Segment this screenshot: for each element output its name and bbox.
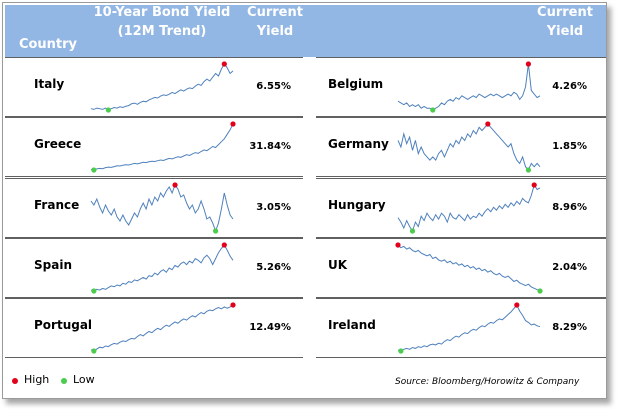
high-point bbox=[395, 242, 401, 248]
low-point bbox=[91, 167, 97, 173]
current-yield: 6.55% bbox=[256, 81, 291, 92]
sparkline-italy bbox=[90, 61, 234, 113]
sparkline-portugal bbox=[90, 302, 236, 354]
country-name: Germany bbox=[328, 137, 389, 151]
current-yield: 8.29% bbox=[552, 322, 587, 333]
high-point bbox=[230, 121, 236, 127]
country-name: Portugal bbox=[34, 318, 93, 332]
low-point bbox=[525, 167, 532, 173]
high-point bbox=[172, 182, 178, 188]
header-yield-right-line2: Yield bbox=[546, 24, 584, 39]
sparkline-series bbox=[397, 183, 541, 233]
low-marker-icon bbox=[61, 378, 67, 384]
sparkline-series bbox=[397, 63, 541, 111]
country-name: Greece bbox=[34, 137, 82, 151]
sparkline-hungary bbox=[397, 182, 541, 234]
row-ireland bbox=[316, 298, 606, 358]
high-point bbox=[221, 61, 227, 67]
low-point bbox=[213, 228, 219, 234]
row-italy bbox=[5, 57, 303, 117]
sparkline-series bbox=[90, 63, 234, 111]
sparkline-ireland bbox=[397, 302, 541, 354]
sparkline-series bbox=[397, 304, 541, 352]
current-yield: 8.96% bbox=[552, 202, 587, 213]
sparkline-germany bbox=[397, 121, 541, 173]
row-portugal bbox=[5, 298, 303, 358]
current-yield: 5.26% bbox=[256, 262, 291, 273]
header-trend-line1: 10-Year Bond Yield bbox=[93, 5, 231, 20]
legend-high-label: High bbox=[24, 373, 50, 386]
low-point bbox=[398, 348, 404, 354]
current-yield: 2.04% bbox=[552, 262, 587, 273]
header-country: Country bbox=[5, 18, 91, 54]
row-uk bbox=[316, 238, 606, 298]
legend-low-label: Low bbox=[73, 373, 95, 386]
header-trend: 10-Year Bond Yield (12M Trend) bbox=[87, 3, 237, 41]
header-yield-left-line1: Current bbox=[247, 5, 303, 20]
low-point bbox=[91, 288, 97, 294]
header-country-label: Country bbox=[18, 37, 78, 52]
header-trend-line2: (12M Trend) bbox=[117, 24, 207, 39]
current-yield: 4.26% bbox=[552, 81, 587, 92]
row-belgium bbox=[316, 57, 606, 117]
sparkline-series bbox=[90, 244, 234, 292]
header-yield-right-line1: Current bbox=[537, 5, 593, 20]
row-hungary bbox=[316, 178, 606, 238]
row-germany bbox=[316, 117, 606, 177]
current-yield: 3.05% bbox=[256, 202, 291, 213]
current-yield: 1.85% bbox=[552, 141, 587, 152]
country-name: Ireland bbox=[328, 318, 376, 332]
header-yield-left-line2: Yield bbox=[256, 24, 294, 39]
country-name: Spain bbox=[34, 258, 72, 272]
sparkline-spain bbox=[90, 242, 234, 294]
high-point bbox=[531, 182, 537, 188]
low-point bbox=[91, 348, 97, 354]
high-marker-icon bbox=[12, 378, 18, 384]
sparkline-series bbox=[397, 123, 541, 171]
low-point bbox=[537, 288, 543, 294]
country-name: Hungary bbox=[328, 198, 386, 212]
sparkline-series bbox=[397, 244, 541, 292]
current-yield: 12.49% bbox=[249, 322, 291, 333]
source-note: Source: Bloomberg/Horowitz & Company bbox=[395, 377, 580, 387]
high-point bbox=[221, 242, 227, 248]
sparkline-series bbox=[90, 304, 234, 352]
sparkline-series bbox=[90, 123, 234, 171]
header-yield-left: Current Yield bbox=[235, 3, 315, 41]
sparkline-france bbox=[90, 182, 234, 234]
high-point bbox=[514, 302, 520, 308]
sparkline-greece bbox=[90, 121, 236, 173]
low-point bbox=[409, 228, 416, 234]
row-spain bbox=[5, 238, 303, 298]
row-france bbox=[5, 178, 303, 238]
header-yield-right: Current Yield bbox=[525, 3, 605, 41]
low-point bbox=[430, 107, 436, 113]
country-name: France bbox=[34, 198, 80, 212]
row-greece bbox=[5, 117, 303, 177]
country-name: UK bbox=[328, 258, 348, 272]
sparkline-uk bbox=[395, 242, 543, 294]
table-header: Country 10-Year Bond Yield (12M Trend) C… bbox=[5, 5, 606, 57]
low-point bbox=[105, 107, 111, 113]
high-point bbox=[485, 121, 491, 127]
current-yield: 31.84% bbox=[249, 141, 291, 152]
high-point bbox=[230, 302, 236, 308]
sparkline-series bbox=[90, 183, 234, 233]
country-name: Belgium bbox=[328, 77, 384, 91]
sparkline-belgium bbox=[397, 61, 541, 113]
high-point bbox=[525, 61, 532, 67]
country-name: Italy bbox=[34, 77, 65, 91]
